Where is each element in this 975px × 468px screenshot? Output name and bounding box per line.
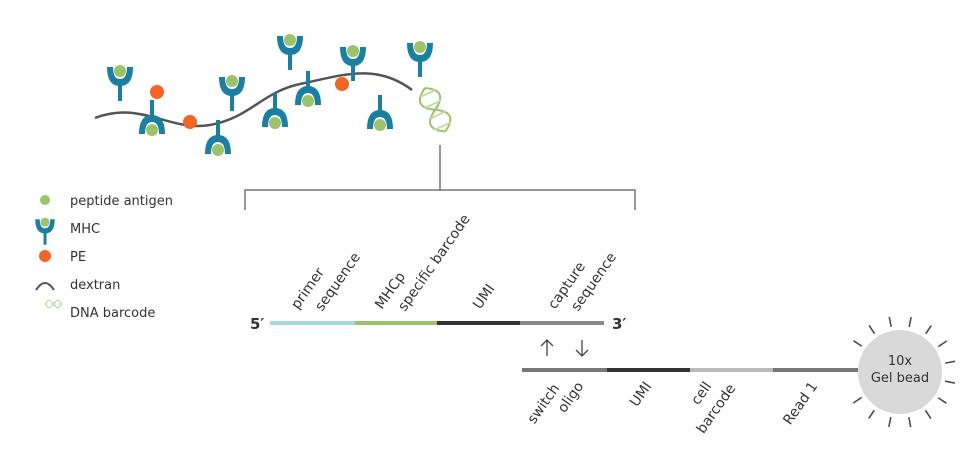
segment-label: UMI bbox=[470, 281, 498, 312]
legend-label: DNA barcode bbox=[70, 306, 155, 321]
bead-strand: switch oligo UMI cell barcode Read 1 bbox=[522, 368, 858, 437]
bead-spike bbox=[853, 340, 863, 347]
dextran-illustration bbox=[94, 34, 456, 156]
bead-spike bbox=[868, 324, 876, 335]
gel-bead: 10x Gel bead bbox=[852, 316, 956, 428]
legend-label: dextran bbox=[70, 278, 120, 293]
bead-spike bbox=[937, 397, 947, 404]
legend-label: PE bbox=[70, 250, 86, 265]
legend: peptide antigen MHC PE dextran DNA barco… bbox=[35, 194, 173, 321]
bead-spike bbox=[944, 380, 956, 384]
bead-spike bbox=[852, 396, 863, 404]
bead-spike bbox=[888, 316, 892, 327]
bead-spike bbox=[924, 409, 932, 420]
bracket bbox=[244, 145, 636, 210]
hybridize-arrows bbox=[540, 339, 589, 357]
bead-spike bbox=[945, 360, 956, 364]
bead-spike bbox=[925, 325, 932, 335]
bead-spike bbox=[937, 340, 948, 348]
bead-spike bbox=[868, 409, 875, 419]
segment-label: UMI bbox=[627, 379, 655, 410]
segment-label: Read 1 bbox=[780, 379, 821, 428]
legend-label: MHC bbox=[70, 222, 100, 237]
oligo: 5′ 3′ primer sequence MHCp specific barc… bbox=[250, 212, 626, 333]
prime-5: 5′ bbox=[250, 315, 264, 333]
bead-label: Gel bead bbox=[871, 371, 929, 386]
legend-label: peptide antigen bbox=[70, 194, 173, 209]
bead-label: 10x bbox=[888, 354, 913, 369]
prime-3: 3′ bbox=[612, 315, 626, 333]
segment-label: specific barcode bbox=[395, 212, 474, 315]
segment-label: oligo bbox=[555, 379, 587, 416]
bead-spike bbox=[888, 416, 892, 428]
bead-spike bbox=[908, 316, 912, 328]
bead-spike bbox=[908, 417, 912, 428]
